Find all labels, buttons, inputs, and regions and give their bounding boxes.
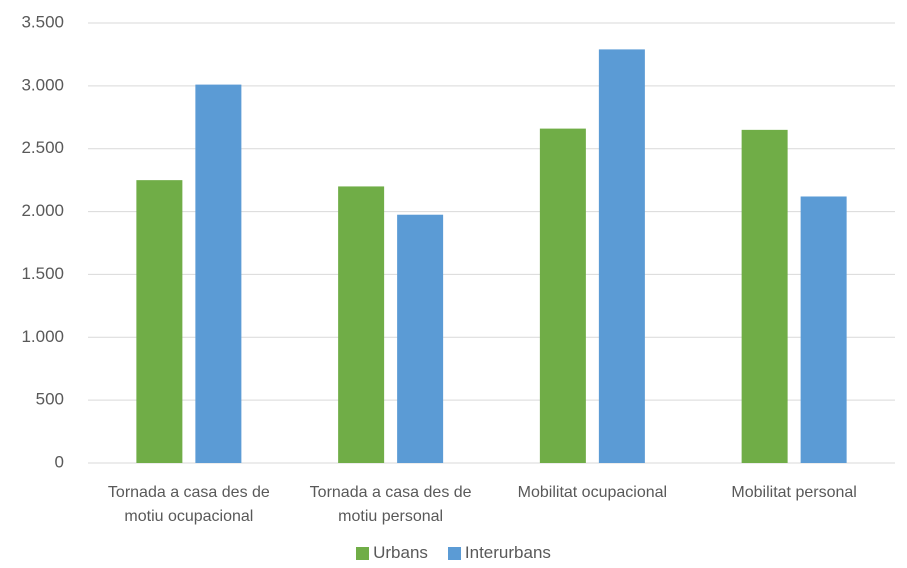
legend-label: Interurbans bbox=[464, 543, 551, 562]
bar bbox=[338, 186, 385, 463]
legend-item: Urbans bbox=[356, 543, 428, 563]
bar bbox=[741, 129, 788, 463]
y-tick-label: 1.500 bbox=[21, 264, 64, 283]
y-tick-label: 2.500 bbox=[21, 138, 64, 157]
legend-swatch bbox=[447, 546, 461, 560]
bar bbox=[598, 49, 645, 464]
bar bbox=[397, 214, 444, 463]
y-tick-label: 3.000 bbox=[21, 75, 64, 94]
y-tick-label: 0 bbox=[55, 452, 64, 471]
x-tick-label: Mobilitat ocupacional bbox=[517, 484, 668, 501]
legend: Urbans Interurbans bbox=[0, 543, 907, 563]
bar bbox=[800, 196, 847, 463]
x-tick-label: Tornada a casa des de motiu personal bbox=[309, 484, 472, 525]
x-tick-label: Mobilitat personal bbox=[731, 484, 857, 501]
x-tick-label: Tornada a casa des de motiu ocupacional bbox=[107, 484, 270, 525]
y-tick-label: 2.000 bbox=[21, 201, 64, 220]
bar bbox=[539, 128, 586, 463]
y-tick-label: 500 bbox=[36, 390, 64, 409]
y-tick-label: 3.500 bbox=[21, 12, 64, 31]
legend-item: Interurbans bbox=[447, 543, 551, 563]
y-tick-label: 1.000 bbox=[21, 327, 64, 346]
legend-swatch bbox=[356, 546, 370, 560]
legend-label: Urbans bbox=[373, 543, 428, 562]
bar bbox=[136, 180, 183, 463]
bar bbox=[195, 84, 242, 463]
